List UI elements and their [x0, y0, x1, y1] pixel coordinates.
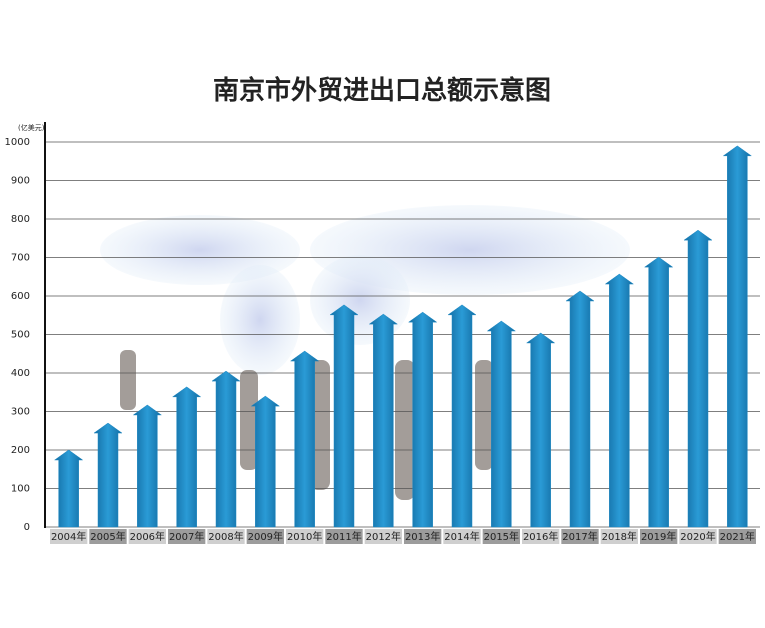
- y-tick-label: 100: [11, 484, 30, 495]
- x-tick-label: 2010年: [287, 530, 322, 543]
- y-tick-label: 600: [11, 291, 30, 302]
- y-tick-label: 300: [11, 407, 30, 418]
- x-tick-label: 2011年: [326, 530, 361, 543]
- bar: [683, 229, 713, 528]
- x-label-box: [207, 529, 245, 544]
- bar: [368, 313, 399, 528]
- x-label-box: [561, 529, 599, 544]
- y-tick-label: 500: [11, 330, 30, 341]
- x-tick-label: 2020年: [680, 530, 715, 543]
- x-label-box: [286, 529, 324, 544]
- bar: [289, 350, 320, 528]
- x-label-box: [168, 529, 206, 544]
- x-label-box: [246, 529, 284, 544]
- x-tick-label: 2016年: [523, 530, 558, 543]
- x-label-box: [718, 529, 756, 544]
- x-tick-label: 2013年: [405, 530, 440, 543]
- bar: [171, 386, 202, 528]
- x-tick-label: 2009年: [248, 530, 283, 543]
- bar: [722, 145, 753, 528]
- y-tick-label: 700: [11, 253, 30, 264]
- bar: [604, 273, 635, 528]
- bar: [486, 320, 517, 528]
- bar: [93, 422, 123, 528]
- x-tick-label: 2006年: [130, 530, 165, 543]
- y-unit: (亿美元): [18, 123, 45, 132]
- x-label-box: [50, 529, 88, 544]
- x-tick-label: 2017年: [562, 530, 597, 543]
- bar: [565, 290, 595, 528]
- x-label-box: [443, 529, 481, 544]
- bar: [132, 404, 163, 528]
- bar: [329, 304, 359, 528]
- x-tick-label: 2012年: [366, 530, 401, 543]
- y-tick-label: 200: [11, 445, 30, 456]
- x-label-box: [364, 529, 402, 544]
- y-tick-label: 1000: [5, 137, 30, 148]
- bar: [407, 311, 438, 528]
- y-tick-label: 400: [11, 368, 30, 379]
- bar: [643, 256, 674, 528]
- background-art: [100, 205, 630, 500]
- chart-title: 南京市外贸进出口总额示意图: [213, 75, 551, 106]
- x-tick-label: 2007年: [169, 530, 204, 543]
- bar: [250, 395, 281, 528]
- x-label-box: [522, 529, 560, 544]
- x-tick-label: 2019年: [641, 530, 676, 543]
- bar: [211, 370, 241, 528]
- x-tick-label: 2021年: [720, 530, 755, 543]
- bar: [525, 332, 556, 528]
- x-label-box: [640, 529, 678, 544]
- x-label-box: [600, 529, 638, 544]
- x-label-box: [482, 529, 520, 544]
- x-label-box: [128, 529, 166, 544]
- y-tick-label: 0: [24, 522, 30, 533]
- y-tick-label: 800: [11, 214, 30, 225]
- x-label-box: [89, 529, 127, 544]
- bar: [447, 304, 477, 528]
- x-tick-label: 2005年: [90, 530, 125, 543]
- x-label-box: [404, 529, 442, 544]
- y-tick-label: 900: [11, 176, 30, 187]
- x-tick-label: 2015年: [484, 530, 519, 543]
- x-tick-label: 2018年: [602, 530, 637, 543]
- x-label-box: [325, 529, 363, 544]
- x-label-box: [679, 529, 717, 544]
- bar: [53, 449, 84, 528]
- x-tick-label: 2014年: [444, 530, 479, 543]
- x-tick-label: 2004年: [51, 530, 86, 543]
- x-tick-label: 2008年: [208, 530, 243, 543]
